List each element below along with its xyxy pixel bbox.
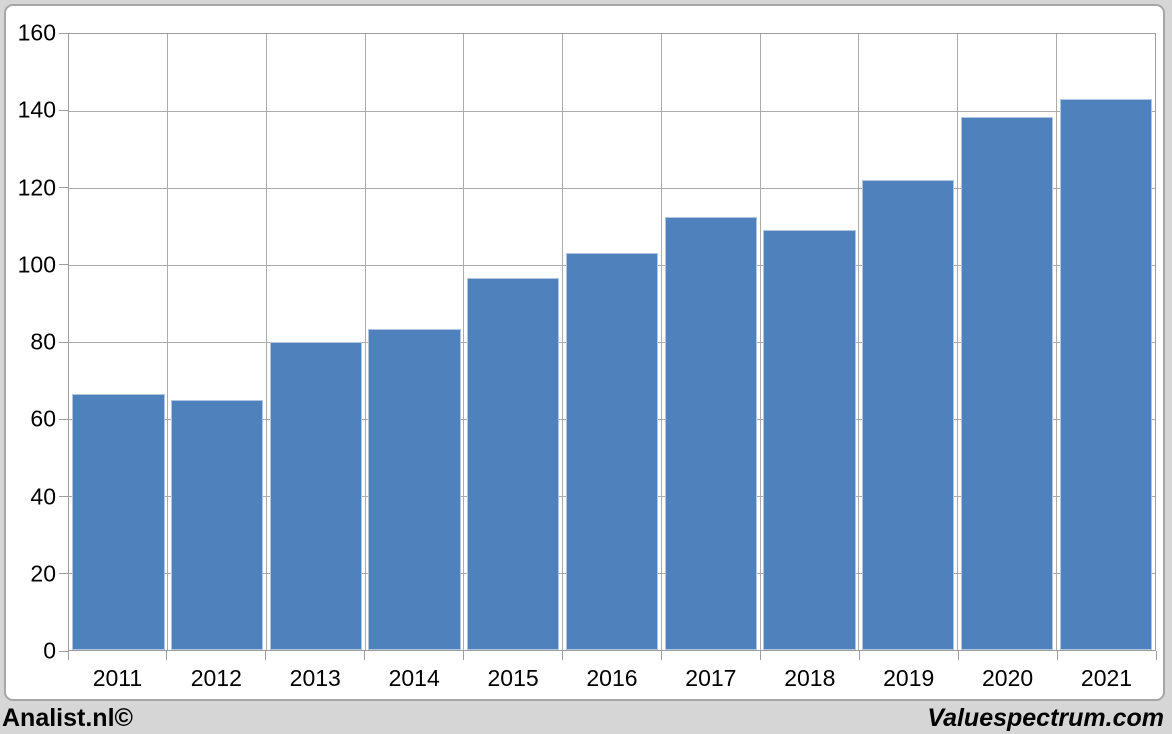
x-axis-label-2012: 2012 [190, 665, 242, 691]
bar-2013 [269, 342, 362, 650]
x-tick-11 [1155, 651, 1157, 660]
y-axis-ticks [59, 32, 68, 652]
gridline-x-8 [858, 34, 860, 650]
x-axis-label-2018: 2018 [784, 665, 836, 691]
gridline-x-2 [265, 34, 267, 650]
bar-2018 [763, 230, 856, 650]
gridline-x-10 [1055, 34, 1057, 650]
y-tick-140 [59, 109, 68, 111]
y-axis: 0 20 40 60 80 100 120 140 160 [8, 21, 56, 662]
y-tick-80 [59, 341, 68, 343]
bar-slot-2018 [760, 34, 859, 650]
x-tick-7 [759, 651, 761, 660]
x-tick-8 [858, 651, 860, 660]
x-tick-9 [957, 651, 959, 660]
bar-2019 [862, 180, 955, 650]
gridline-x-5 [562, 34, 564, 650]
bar-slot-2016 [563, 34, 662, 650]
y-tick-120 [59, 187, 68, 188]
y-axis-label-140: 140 [17, 96, 56, 123]
x-axis-label-2016: 2016 [586, 665, 638, 691]
bar-slot-2014 [365, 34, 464, 650]
x-axis-label-2021: 2021 [1080, 665, 1133, 691]
y-tick-160 [59, 32, 68, 34]
x-tick-2 [265, 651, 267, 660]
bar-slot-2020 [958, 34, 1057, 650]
x-axis-label-2014: 2014 [388, 665, 440, 691]
chart-panel: 0 20 40 60 80 100 120 140 160 2011 2012 2013 2014 20… [4, 4, 1165, 701]
x-axis-ticks [67, 651, 1157, 660]
bar-series [69, 34, 1155, 650]
y-axis-label-120: 120 [17, 174, 56, 200]
x-tick-6 [660, 651, 662, 660]
bar-slot-2021 [1056, 34, 1155, 650]
bar-slot-2017 [661, 34, 760, 650]
x-axis-label-2015: 2015 [487, 665, 539, 691]
bar-slot-2013 [266, 34, 365, 650]
x-tick-0 [67, 651, 69, 660]
y-axis-label-20: 20 [30, 560, 56, 587]
watermark-strip: Analist.nl© Valuespectrum.com [0, 703, 1172, 734]
gridline-y-140 [69, 110, 1155, 112]
bar-2012 [170, 399, 264, 650]
y-tick-20 [59, 573, 68, 575]
y-tick-40 [59, 496, 68, 497]
y-axis-label-80: 80 [30, 328, 56, 355]
y-axis-label-160: 160 [17, 19, 56, 46]
bar-2020 [960, 116, 1054, 650]
bar-2011 [72, 393, 165, 650]
gridline-x-7 [759, 34, 761, 650]
x-tick-3 [364, 651, 366, 660]
x-axis-label-2011: 2011 [92, 665, 143, 691]
x-axis-label-2019: 2019 [883, 665, 935, 691]
bar-slot-2011 [69, 34, 168, 650]
y-tick-0 [59, 650, 68, 652]
x-axis-label-2017: 2017 [685, 665, 737, 691]
analist-watermark: Analist.nl© [2, 704, 133, 732]
x-axis-label-2013: 2013 [289, 665, 341, 691]
gridline-x-3 [364, 34, 366, 650]
x-tick-10 [1056, 651, 1058, 660]
bar-2017 [664, 216, 757, 650]
y-axis-label-40: 40 [30, 483, 56, 509]
y-axis-label-60: 60 [30, 405, 56, 432]
gridline-y-120 [69, 187, 1155, 189]
plot-area [68, 33, 1156, 651]
bar-slot-2012 [168, 34, 267, 650]
gridline-x-6 [660, 34, 662, 650]
gridline-x-4 [463, 34, 465, 650]
y-tick-100 [59, 264, 68, 266]
y-tick-60 [59, 418, 68, 420]
bar-2016 [565, 253, 659, 650]
x-tick-1 [166, 651, 168, 660]
bar-2014 [368, 328, 461, 650]
gridline-x-1 [167, 34, 169, 650]
x-axis-label-2020: 2020 [982, 665, 1034, 691]
y-axis-label-100: 100 [17, 251, 56, 278]
valuespectrum-watermark: Valuespectrum.com [927, 704, 1164, 732]
gridline-x-9 [957, 34, 959, 650]
bar-2015 [467, 278, 560, 650]
bar-2021 [1059, 99, 1152, 650]
x-tick-4 [463, 651, 465, 660]
bar-slot-2019 [859, 34, 958, 650]
y-axis-label-0: 0 [43, 637, 56, 664]
bar-slot-2015 [464, 34, 563, 650]
x-tick-5 [562, 651, 564, 660]
x-axis: 2011 2012 2013 2014 2015 2016 2017 2018 2019 2020… [68, 659, 1156, 697]
